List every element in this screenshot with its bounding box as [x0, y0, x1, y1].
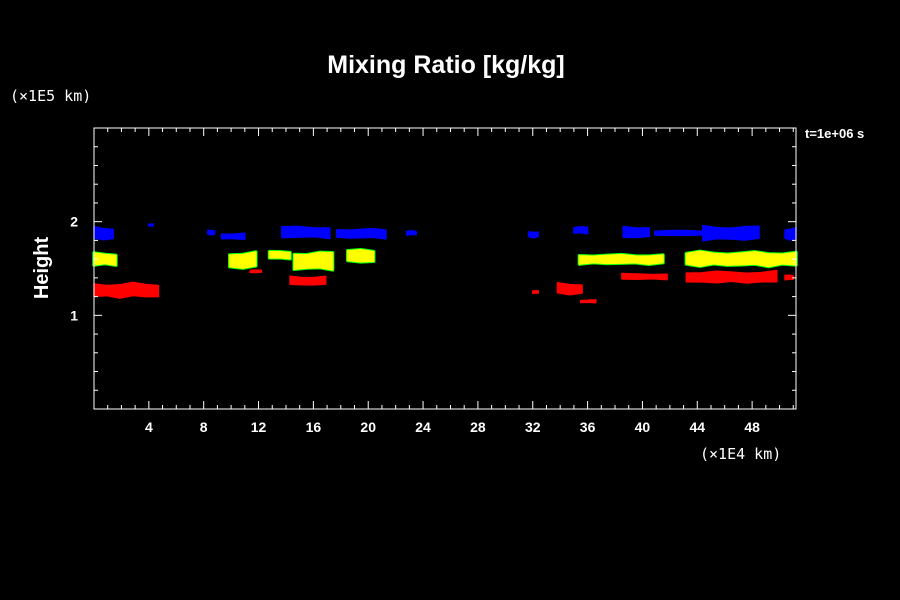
- y-tick-label: 2: [70, 214, 78, 230]
- region-yellow: [578, 253, 664, 265]
- x-tick-label: 28: [470, 419, 486, 435]
- x-tick-label: 16: [306, 419, 322, 435]
- data-regions: [92, 223, 798, 304]
- region-red: [685, 269, 778, 284]
- region-blue: [405, 230, 417, 236]
- region-blue: [93, 225, 114, 241]
- region-blue: [207, 229, 216, 236]
- region-yellow: [268, 250, 291, 260]
- region-yellow: [685, 250, 797, 268]
- y-axis-label: Height: [31, 237, 53, 300]
- region-red: [93, 281, 160, 299]
- region-yellow: [93, 252, 117, 266]
- region-red: [289, 275, 327, 286]
- region-yellow: [293, 251, 334, 271]
- region-red: [249, 269, 263, 274]
- x-tick-label: 36: [580, 419, 596, 435]
- region-blue: [654, 229, 703, 237]
- x-axis-unit: (×1E4 km): [700, 445, 781, 463]
- time-label: t=1e+06 s: [805, 126, 864, 141]
- region-blue: [220, 232, 246, 241]
- region-blue: [573, 226, 589, 235]
- x-tick-label: 48: [744, 419, 760, 435]
- y-tick-label: 1: [70, 307, 78, 323]
- x-tick-label: 40: [635, 419, 651, 435]
- region-blue: [784, 227, 797, 241]
- region-yellow: [346, 248, 375, 263]
- axis-ticks: [94, 128, 796, 409]
- y-axis-unit: (×1E5 km): [10, 87, 91, 105]
- region-red: [621, 272, 668, 281]
- region-blue: [148, 223, 154, 227]
- x-tick-label: 24: [415, 419, 431, 435]
- region-blue: [281, 225, 331, 240]
- region-blue: [622, 225, 651, 239]
- region-red: [532, 289, 539, 295]
- region-red: [579, 299, 597, 304]
- x-tick-label: 4: [145, 419, 153, 435]
- x-tick-label: 20: [360, 419, 376, 435]
- chart-title: Mixing Ratio [kg/kg]: [327, 51, 565, 79]
- x-tick-label: 44: [689, 419, 705, 435]
- plot-frame: [93, 127, 797, 410]
- region-blue: [702, 224, 760, 242]
- x-tick-label: 8: [200, 419, 208, 435]
- x-tick-label: 32: [525, 419, 541, 435]
- region-yellow: [228, 251, 257, 269]
- region-red: [556, 281, 583, 296]
- x-tick-label: 12: [251, 419, 267, 435]
- region-blue: [335, 227, 387, 240]
- region-blue: [527, 231, 539, 239]
